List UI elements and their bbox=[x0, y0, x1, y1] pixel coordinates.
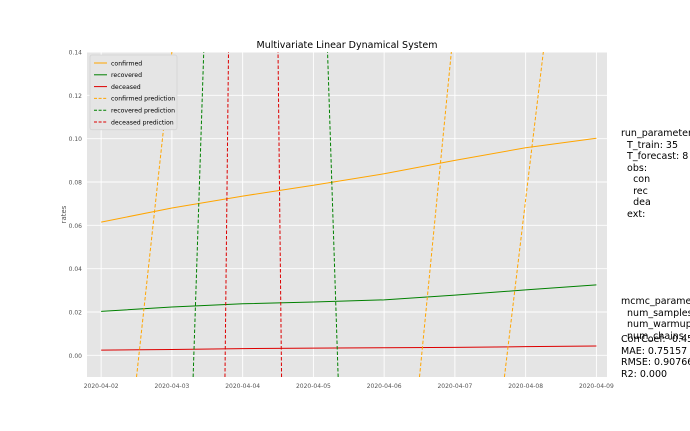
y-axis-label: rates bbox=[60, 205, 68, 223]
y-tick-label: 0.08 bbox=[69, 180, 83, 187]
x-tick-label: 2020-04-05 bbox=[296, 383, 331, 390]
series-line-confirmed bbox=[101, 137, 597, 223]
series-line-confirmed-prediction bbox=[419, 52, 452, 377]
y-tick-label: 0.12 bbox=[69, 93, 83, 100]
x-tick-label: 2020-04-08 bbox=[508, 383, 543, 390]
x-tick-label: 2020-04-09 bbox=[579, 383, 614, 390]
y-tick-label: 0.10 bbox=[69, 136, 83, 143]
run-parameters-text: run_parameters: T_train: 35 T_forecast: … bbox=[621, 128, 690, 220]
series-line-recovered-prediction bbox=[192, 52, 205, 377]
x-tick-label: 2020-04-03 bbox=[154, 383, 189, 390]
legend-box bbox=[89, 54, 178, 131]
legend-entry: deceased prediction bbox=[111, 119, 174, 126]
series-group bbox=[101, 52, 597, 377]
x-tick-label: 2020-04-02 bbox=[84, 383, 119, 390]
series-line-confirmed-prediction bbox=[503, 52, 544, 377]
series-line-recovered bbox=[101, 284, 597, 312]
series-line-deceased bbox=[101, 345, 597, 351]
y-tick-label: 0.04 bbox=[69, 266, 83, 273]
legend-entry: confirmed prediction bbox=[111, 96, 175, 103]
metrics-text: CorrCoef: -0.458 MAE: 0.75157 RMSE: 0.90… bbox=[621, 334, 690, 380]
legend-entry: recovered prediction bbox=[111, 108, 175, 115]
legend-entry: recovered bbox=[111, 72, 142, 79]
series-line-deceased-prediction bbox=[277, 52, 283, 377]
series-line-deceased-prediction bbox=[224, 52, 229, 377]
x-tick-label: 2020-04-07 bbox=[437, 383, 472, 390]
y-tick-label: 0.14 bbox=[69, 50, 83, 57]
x-tick-label: 2020-04-04 bbox=[225, 383, 260, 390]
x-tick-label: 2020-04-06 bbox=[367, 383, 402, 390]
y-tick-label: 0.02 bbox=[69, 310, 83, 317]
chart-title: Multivariate Linear Dynamical System bbox=[257, 40, 438, 51]
legend-entry: deceased bbox=[111, 84, 141, 91]
y-tick-label: 0.06 bbox=[69, 223, 83, 230]
series-line-recovered-prediction bbox=[327, 52, 339, 377]
y-tick-label: 0.00 bbox=[69, 353, 83, 360]
legend-entry: confirmed bbox=[111, 60, 142, 67]
